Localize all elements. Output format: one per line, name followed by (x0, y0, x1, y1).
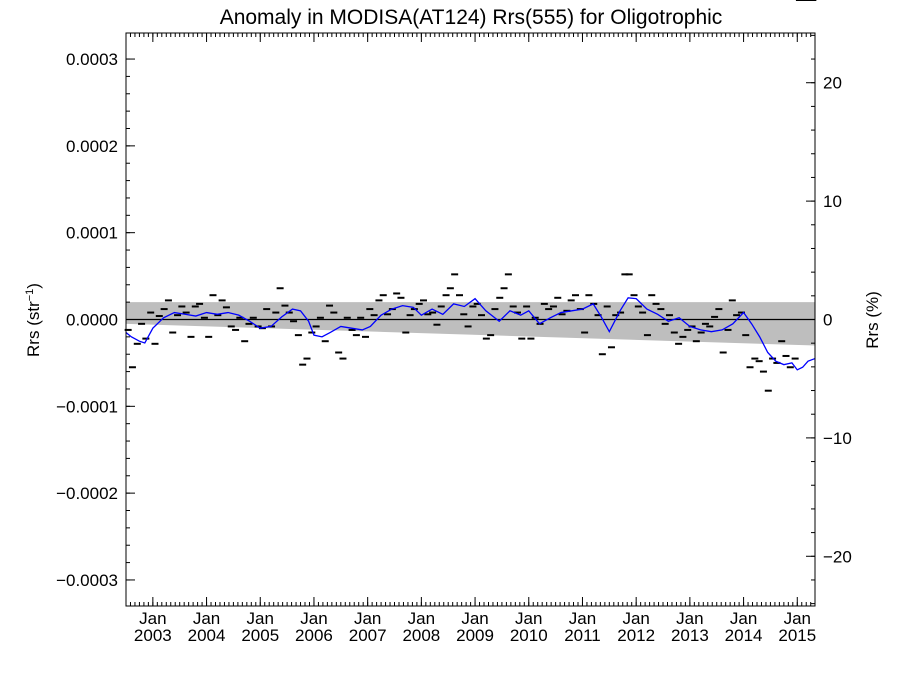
x-tick-label-month: Jan (461, 609, 488, 628)
x-tick-label-month: Jan (730, 609, 757, 628)
x-tick-label-year: 2012 (617, 626, 655, 645)
x-tick-label-month: Jan (247, 609, 274, 628)
x-tick-label-year: 2008 (402, 626, 440, 645)
y-tick-label: 0.0000 (66, 311, 118, 330)
x-tick-label-month: Jan (408, 609, 435, 628)
y2-tick-label: −10 (823, 429, 852, 448)
x-tick-label-month: Jan (784, 609, 811, 628)
monthly-anomaly-layer (124, 0, 817, 392)
x-tick-label-year: 2007 (349, 626, 387, 645)
right-axis: 20 10 0 −10 −20 (806, 34, 852, 605)
y-tick-label: −0.0003 (56, 571, 118, 590)
y-tick-label: 0.0002 (66, 137, 118, 156)
x-tick-label-month: Jan (515, 609, 542, 628)
y-axis-label: Rrs (str−1) (24, 283, 43, 357)
left-axis: 0.0003 0.0002 0.0001 0.0000 −0.0001 −0.0002 −0… (56, 50, 135, 590)
bottom-axis: Jan2003Jan2004Jan2005Jan2006Jan2007Jan20… (125, 33, 816, 645)
x-tick-label-year: 2015 (778, 626, 816, 645)
x-tick-label-month: Jan (139, 609, 166, 628)
y-axis-label-close: ) (24, 283, 43, 289)
x-tick-label-year: 2010 (510, 626, 548, 645)
y-tick-label: 0.0001 (66, 224, 118, 243)
y2-tick-label: −20 (823, 547, 852, 566)
x-tick-label-month: Jan (622, 609, 649, 628)
y2-axis-label: Rrs (%) (863, 291, 882, 349)
y-tick-label: 0.0003 (66, 50, 118, 69)
x-tick-label-year: 2009 (456, 626, 494, 645)
x-tick-label-year: 2013 (671, 626, 709, 645)
y2-tick-label: 10 (823, 192, 842, 211)
y2-tick-label: 20 (823, 74, 842, 93)
uncertainty-band-layer (126, 302, 815, 346)
x-tick-label-year: 2003 (134, 626, 172, 645)
y-tick-label: −0.0002 (56, 484, 118, 503)
x-tick-label-month: Jan (193, 609, 220, 628)
x-tick-label-year: 2006 (295, 626, 333, 645)
x-tick-label-month: Jan (300, 609, 327, 628)
uncertainty-band (126, 302, 815, 346)
x-tick-label-year: 2011 (564, 626, 601, 645)
y-axis-label-base: Rrs (str (24, 301, 43, 357)
x-tick-label-year: 2014 (725, 626, 763, 645)
running-mean-line (125, 297, 816, 371)
chart-title: Anomaly in MODISA(AT124) Rrs(555) for Ol… (220, 6, 723, 29)
x-tick-label-year: 2005 (241, 626, 279, 645)
x-tick-label-month: Jan (354, 609, 381, 628)
y-axis-label-superscript: −1 (24, 289, 36, 302)
x-tick-label-month: Jan (676, 609, 703, 628)
x-tick-label-month: Jan (569, 609, 596, 628)
x-tick-label-year: 2004 (188, 626, 226, 645)
y-tick-label: −0.0001 (56, 397, 118, 416)
y2-tick-label: 0 (823, 311, 832, 330)
